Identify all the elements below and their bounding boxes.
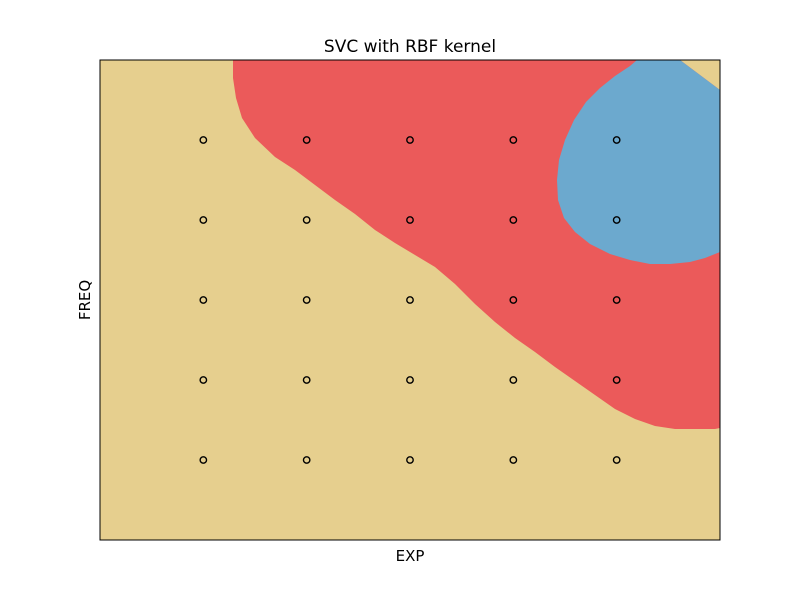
data-point-15 [612,296,621,304]
data-points [199,136,621,464]
data-point-11 [199,296,208,304]
data-point-13 [406,296,414,304]
blue-region [557,60,720,264]
chart-title: SVC with RBF kernel [324,37,496,57]
data-point-18 [406,376,414,384]
data-point-6 [199,216,208,224]
data-point-4 [509,136,518,144]
y-axis-label: FREQ [76,280,94,320]
data-point-2 [302,136,311,144]
data-point-1 [199,136,208,144]
data-point-24 [509,456,518,464]
data-point-16 [199,376,208,384]
data-point-17 [302,376,311,384]
data-point-25 [612,456,621,464]
data-point-3 [406,136,414,144]
data-point-19 [509,376,518,384]
data-point-23 [406,456,414,464]
data-point-7 [302,216,311,224]
data-point-5 [612,136,621,144]
data-point-8 [406,216,414,224]
data-point-21 [199,456,208,464]
data-point-12 [302,296,311,304]
data-point-10 [612,216,621,224]
data-point-14 [509,296,518,304]
x-axis-label: EXP [396,547,425,565]
plot-frame [99,59,721,541]
data-point-22 [302,456,311,464]
data-point-9 [509,216,518,224]
data-point-20 [612,376,621,384]
